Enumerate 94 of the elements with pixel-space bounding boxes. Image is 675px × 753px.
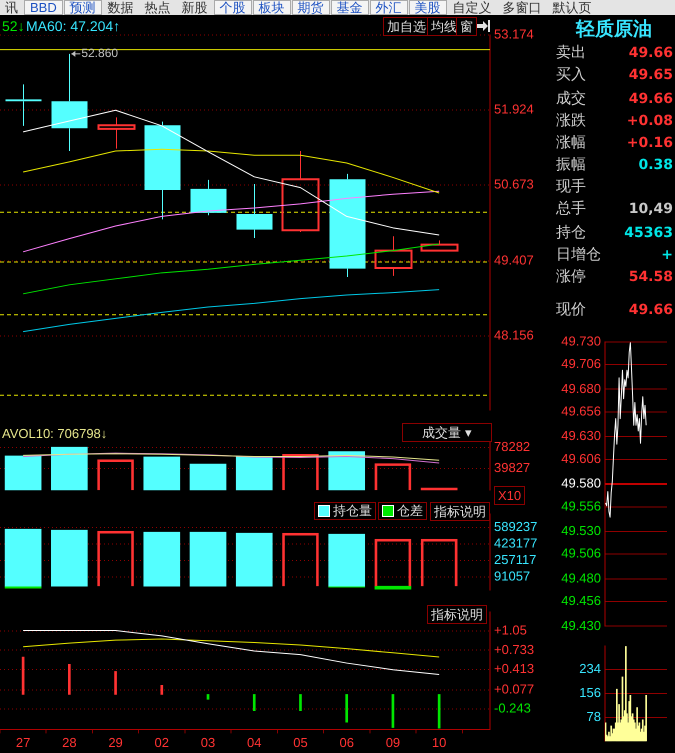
y-tick-label: 49.606 [561,450,601,466]
text: 期货 [292,0,330,15]
y-tick-label: +0.413 [494,661,534,676]
text: 10,49 [628,201,673,217]
text: 加自选 [383,17,430,36]
category-label: 涨幅 [556,133,586,153]
text: 0.38 [638,157,673,173]
category-label: 持仓 [556,223,586,243]
x-tick-label: 27 [16,734,30,750]
y-tick-label: 49.506 [561,546,601,561]
x-tick-label: 10 [432,734,446,750]
y-tick-label: 49.656 [561,404,601,419]
text: +0.08 [626,113,673,129]
annotation: 指标说明 [430,502,490,521]
text: 窗 [456,17,477,36]
y-tick-label: 49.630 [561,428,601,444]
y-tick-label: 156 [579,685,601,700]
text: 54.58 [628,269,673,285]
text: 个股 [214,0,252,15]
text: 自定义 [452,0,493,15]
x-tick-label: 04 [247,734,262,750]
annotation: 52.860 [81,46,118,60]
category-label: 成交 [556,89,586,109]
y-tick-label: 78282 [494,439,530,454]
annotation: 成交量 ▾ [402,423,492,442]
text: X10 [494,486,526,505]
x-tick-label: 02 [154,734,170,750]
category-label: 现价 [556,300,586,320]
category-label: 现手 [556,177,586,197]
text: 板块 [252,0,291,15]
text: 讯 [4,0,19,15]
text: 基金 [330,0,369,15]
text: 49.66 [628,45,673,61]
y-tick-label: 49.580 [561,476,601,491]
y-tick-label: 49.430 [561,618,601,633]
legend-label: 仓差 [397,503,423,519]
text: MA60: 47.204↑ [26,18,120,35]
annotation: AVOL10: 706798↓ [2,425,108,442]
category-label: 总手 [556,199,586,219]
category-label: 涨停 [556,267,586,287]
y-tick-label: 49.530 [561,522,601,538]
text: 数据 [106,0,135,15]
category-label: 买入 [556,65,586,85]
text: 默认页 [552,0,593,15]
x-tick-label: 29 [108,734,123,750]
y-tick-label: 423177 [494,535,538,550]
text: 预测 [64,0,102,15]
y-tick-label: +0.077 [494,681,534,696]
text: 49.66 [628,91,673,107]
text: 外汇 [370,0,408,15]
text: +0.16 [626,135,673,151]
x-tick-label: 03 [200,734,216,750]
y-tick-label: 49.730 [561,333,601,348]
text: 美股 [408,0,447,15]
y-tick-label: 51.924 [494,102,534,117]
y-tick-label: +0.733 [494,642,534,657]
x-tick-label: 09 [386,734,400,750]
x-tick-label: 28 [62,734,77,750]
text: 多窗口 [502,0,543,15]
y-tick-label: 53.174 [494,26,534,42]
annotation: 指标说明 [427,605,487,624]
x-tick-label: 06 [339,734,354,750]
y-tick-label: 91057 [494,568,530,584]
y-tick-label: 234 [579,661,601,676]
text: BBD [24,0,63,15]
legend-label: 持仓量 [333,503,372,519]
y-tick-label: 49.680 [561,380,601,396]
text: 新股 [180,0,209,15]
text: 52↓ [2,18,25,35]
y-tick-label: 257117 [494,552,536,568]
category-label: 振幅 [556,155,586,175]
category-label: 日增仓 [556,245,601,265]
y-tick-label: 50.673 [494,176,534,192]
text: 均线 [427,17,461,36]
y-tick-label: 39827 [494,460,530,476]
y-tick-label: -0.243 [494,700,531,716]
y-tick-label: 49.456 [561,593,601,608]
y-tick-label: 48.156 [494,328,534,343]
y-tick-label: 78 [586,708,601,724]
y-tick-label: +1.05 [494,622,527,638]
y-tick-label: 49.706 [561,356,601,372]
y-tick-label: 49.556 [561,498,601,514]
y-tick-label: 49.407 [494,252,534,268]
text: 热点 [144,0,172,15]
x-tick-label: 05 [293,734,308,750]
text: 49.65 [628,67,673,83]
y-tick-label: 49.480 [561,570,601,586]
category-label: 涨跌 [556,111,586,131]
text: + [661,247,673,263]
text: 45363 [624,225,673,241]
text: 49.66 [628,302,673,318]
y-tick-label: 589237 [494,518,538,534]
text: 轻质原油 [576,17,652,42]
category-label: 卖出 [556,43,586,63]
